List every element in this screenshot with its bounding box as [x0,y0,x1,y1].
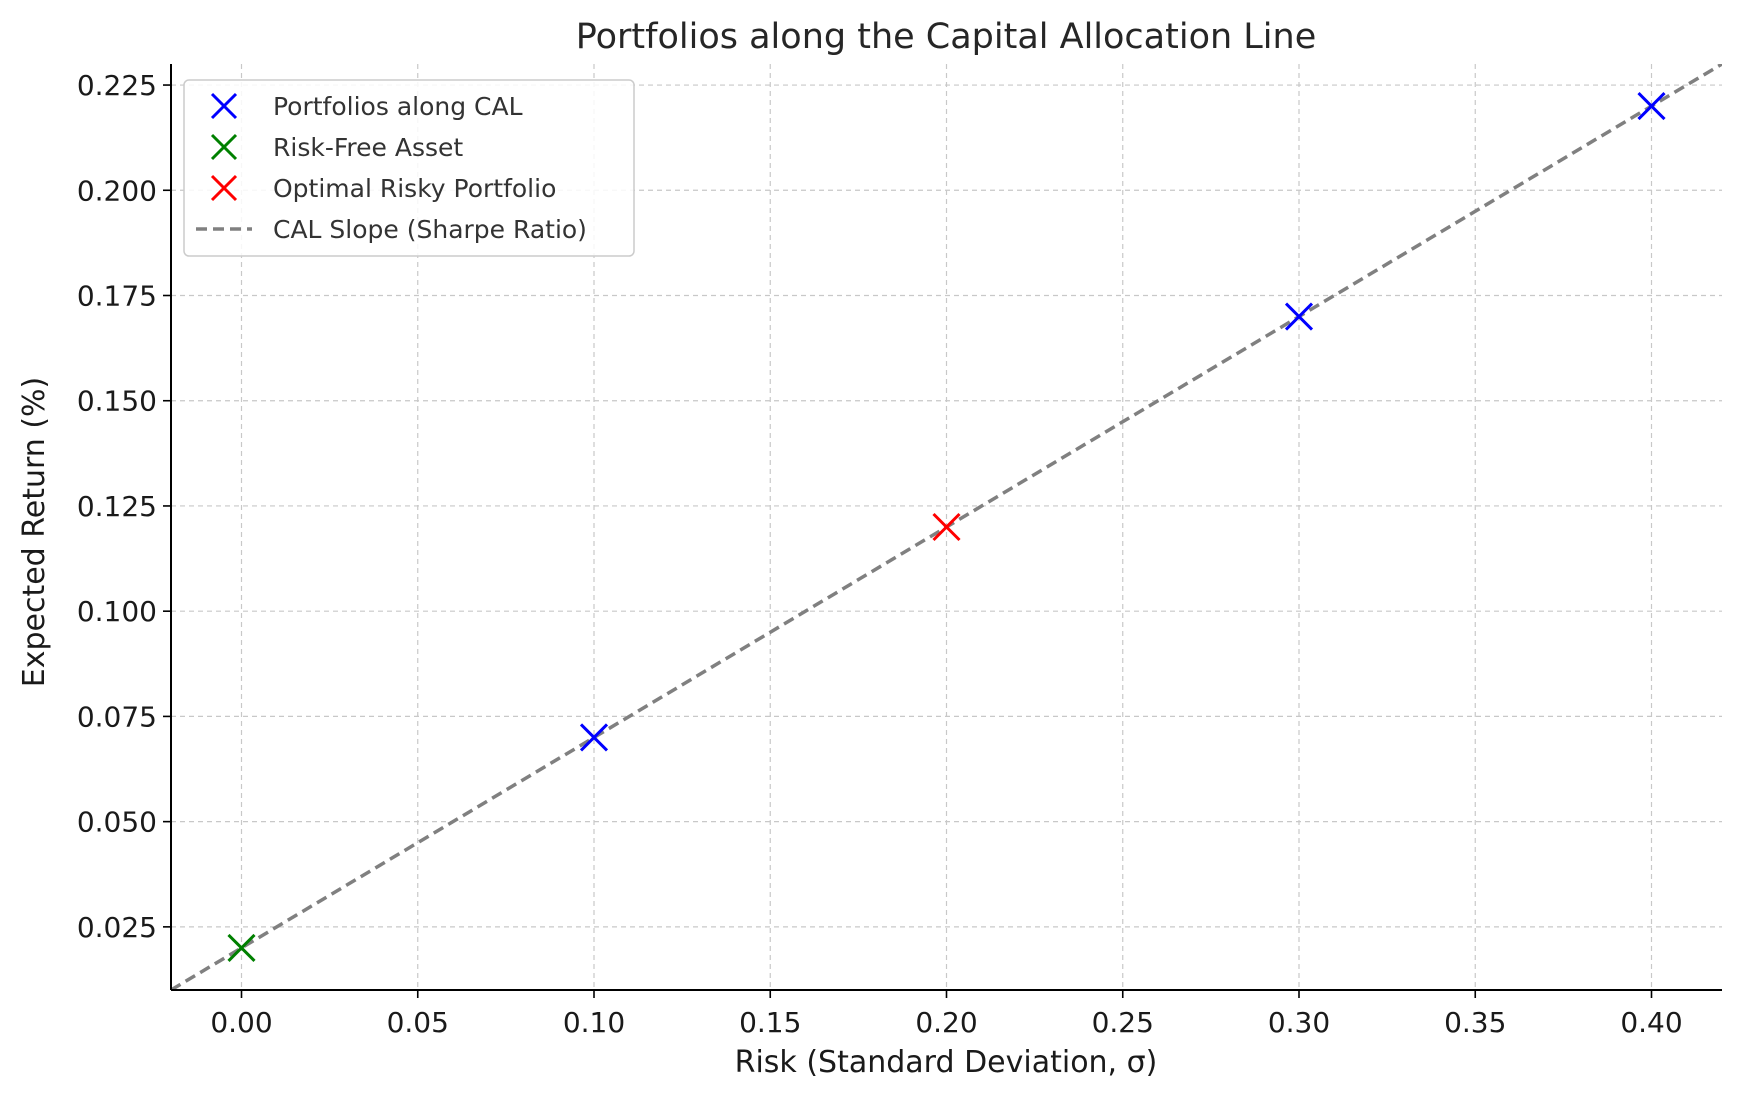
data-point-marker [227,933,256,962]
data-point-marker [932,512,961,542]
x-tick-label: 0.10 [563,1006,625,1039]
y-tick-label: 0.175 [77,280,157,313]
y-tick-label: 0.225 [77,69,157,102]
y-tick-label: 0.050 [77,806,157,839]
x-tick-label: 0.15 [739,1006,801,1039]
x-tick-label: 0.30 [1268,1006,1330,1039]
data-point-marker [1284,302,1314,331]
plot-area [171,64,1722,990]
axes: 0.00 0.05 0.10 0.15 0.20 0.25 0.30 0.35 0.40 0.02… [77,64,1722,1039]
y-tick-label: 0.150 [77,385,157,418]
legend-marker-icon [210,174,238,202]
x-tick-label: 0.20 [915,1006,977,1039]
y-tick-label: 0.025 [77,911,157,944]
legend: Portfolios along CAL Risk-Free Asset Optim… [183,79,635,257]
grid [171,64,1722,990]
legend-entry-label: Portfolios along CAL [273,92,523,121]
y-tick-label: 0.125 [77,490,157,523]
y-tick-label: 0.200 [77,174,157,207]
legend-marker-icon [210,92,238,120]
y-axis-label: Expected Return (%) [17,377,52,688]
chart-title: Portfolios along the Capital Allocation … [576,17,1316,57]
legend-marker-icon [210,133,238,161]
x-tick-label: 0.25 [1092,1006,1154,1039]
x-axis-label: Risk (Standard Deviation, σ) [735,1045,1158,1080]
y-tick-label: 0.075 [77,700,157,733]
data-point-marker [579,723,609,752]
legend-entry-label: Optimal Risky Portfolio [273,174,556,203]
x-tick-label: 0.35 [1444,1006,1506,1039]
data-point-marker [1637,92,1666,121]
x-tick-label: 0.00 [210,1006,272,1039]
legend-entry-label: CAL Slope (Sharpe Ratio) [273,215,587,244]
y-tick-label: 0.100 [77,595,157,628]
legend-box [183,79,635,257]
x-tick-label: 0.40 [1620,1006,1682,1039]
x-tick-label: 0.05 [387,1006,449,1039]
legend-entry-label: Risk-Free Asset [273,133,463,162]
